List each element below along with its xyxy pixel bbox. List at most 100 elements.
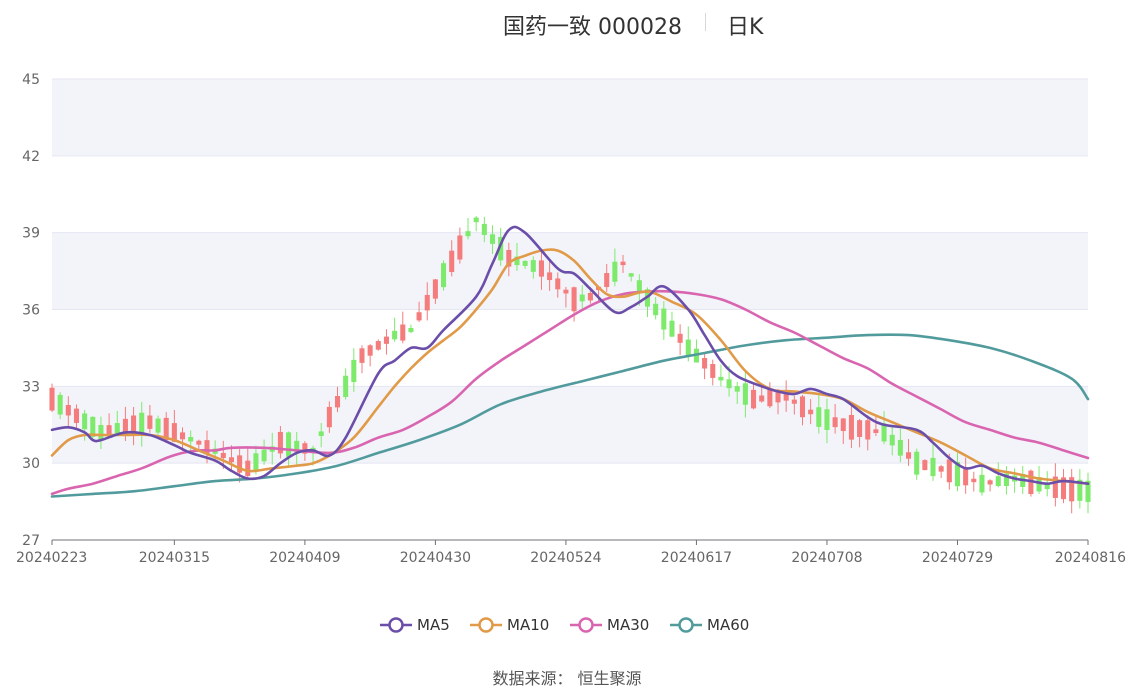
candle	[718, 364, 724, 387]
chart-legend: MA5 MA10 MA30 MA60	[0, 613, 1134, 637]
background-bands	[52, 79, 1088, 464]
candle	[65, 396, 71, 428]
legend-item-ma60[interactable]: MA60	[670, 613, 749, 637]
candle	[481, 216, 487, 243]
ma-line-ma10	[50, 248, 1090, 485]
candle	[742, 370, 748, 418]
candle	[857, 418, 863, 448]
legend-item-ma10[interactable]: MA10	[470, 613, 549, 637]
candle	[1069, 468, 1075, 514]
candle	[506, 242, 512, 277]
candle	[873, 416, 879, 437]
ma-line-ma5	[50, 225, 1090, 485]
candle	[620, 254, 626, 273]
candle	[612, 248, 618, 287]
legend-item-ma5[interactable]: MA5	[380, 613, 450, 637]
x-tick-label: 20240816	[1055, 550, 1126, 566]
candle	[131, 406, 137, 446]
candle	[489, 225, 496, 255]
candle	[408, 324, 414, 334]
candle	[987, 479, 993, 492]
candle	[563, 286, 569, 308]
chart-period: 日K	[727, 15, 764, 40]
candle	[693, 339, 699, 363]
legend-item-ma30[interactable]: MA30	[570, 613, 649, 637]
candle	[1028, 469, 1034, 497]
candle	[636, 274, 642, 306]
candle	[963, 457, 969, 494]
candle	[1003, 466, 1009, 495]
candle	[604, 264, 610, 292]
candle	[791, 395, 797, 415]
x-tick-label: 20240729	[922, 550, 993, 566]
candle	[49, 383, 55, 412]
x-tick-label: 20240617	[661, 550, 732, 566]
candle	[530, 256, 536, 279]
candle	[139, 401, 145, 447]
y-tick-label: 27	[22, 533, 40, 549]
candle	[783, 380, 789, 412]
candle	[702, 354, 708, 380]
x-tick-label: 20240430	[400, 550, 471, 566]
candle	[57, 392, 63, 420]
candle	[424, 282, 430, 321]
candle	[522, 260, 528, 269]
candle	[840, 417, 846, 444]
y-axis: 27 30 33 36 39 42 45	[22, 72, 40, 549]
candle	[759, 386, 765, 403]
candle	[669, 311, 675, 337]
y-tick-label: 39	[22, 226, 40, 242]
candle	[171, 409, 177, 443]
candle	[457, 227, 463, 264]
chart-title-bar: 国药一致 000028 日K	[0, 0, 1134, 46]
candle	[930, 444, 936, 481]
candle	[799, 394, 806, 426]
x-tick-label: 20240708	[791, 550, 862, 566]
candle	[294, 431, 300, 466]
candle	[661, 301, 667, 340]
x-tick-label: 20240223	[16, 550, 87, 566]
candle	[228, 445, 234, 471]
candle	[775, 389, 781, 415]
candle	[538, 251, 544, 290]
y-tick-label: 36	[22, 303, 40, 319]
legend-marker-icon	[380, 617, 412, 633]
candle	[334, 386, 341, 413]
candle	[628, 272, 634, 282]
candles	[49, 216, 1091, 514]
candle	[147, 405, 153, 433]
candle	[392, 317, 398, 342]
candle	[653, 297, 659, 320]
candle	[897, 428, 903, 463]
candle	[318, 422, 324, 448]
legend-marker-icon	[470, 617, 502, 633]
legend-label: MA10	[507, 616, 550, 634]
candle	[114, 410, 120, 437]
candle	[734, 381, 740, 405]
candle	[710, 359, 716, 386]
candle	[906, 439, 912, 466]
ma-line-ma60	[50, 333, 1090, 498]
candle	[824, 398, 830, 444]
candle	[954, 452, 961, 492]
candle	[514, 242, 520, 271]
candle	[375, 339, 381, 351]
candle	[326, 401, 332, 433]
candle	[751, 384, 757, 410]
candle	[441, 260, 447, 291]
candle	[367, 344, 373, 367]
candle	[90, 416, 96, 442]
x-tick-label: 20240409	[269, 550, 340, 566]
candle	[1077, 469, 1083, 509]
candle	[816, 394, 822, 434]
x-tick-label: 20240524	[530, 550, 601, 566]
legend-marker-icon	[670, 617, 702, 633]
candle	[416, 301, 422, 323]
candle	[343, 368, 349, 400]
candle	[979, 466, 985, 496]
legend-label: MA5	[417, 616, 450, 634]
candle	[938, 464, 944, 478]
candle	[914, 448, 920, 480]
candle	[889, 427, 895, 456]
